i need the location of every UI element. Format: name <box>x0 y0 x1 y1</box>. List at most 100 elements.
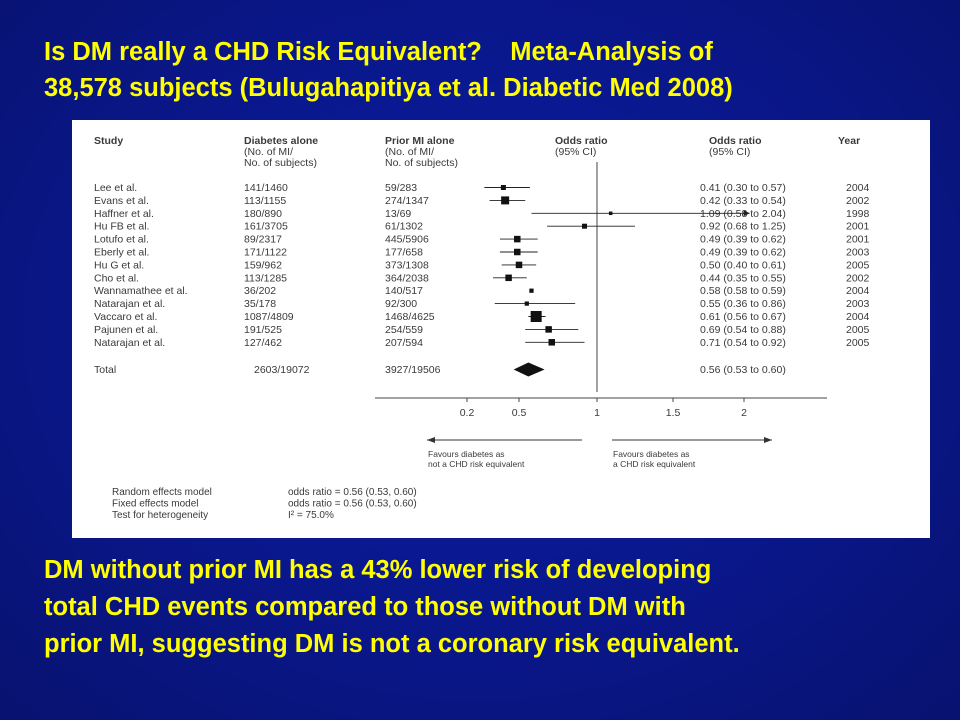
study-odds-ratio-ci: 0.50 (0.40 to 0.61) <box>700 259 786 271</box>
favours-right-label: a CHD risk equivalent <box>613 459 696 469</box>
x-axis-tick-label: 2 <box>741 407 747 419</box>
study-name: Vaccaro et al. <box>94 311 157 323</box>
model-label: Fixed effects model <box>112 499 199 510</box>
study-name: Haffner et al. <box>94 208 154 220</box>
total-label: Total <box>94 364 116 376</box>
model-value: I² = 75.0% <box>288 510 334 521</box>
favours-left-arrowhead <box>427 437 435 443</box>
study-prior-mi-count: 140/517 <box>385 285 423 297</box>
study-diabetes-count: 113/1155 <box>244 195 286 207</box>
study-name: Pajunen et al. <box>94 324 158 336</box>
study-point-estimate <box>501 196 510 205</box>
study-prior-mi-count: 1468/4625 <box>385 311 435 323</box>
study-name: Hu G et al. <box>94 259 144 271</box>
favours-left-label: Favours diabetes as <box>428 449 505 459</box>
header-odds-ratio-plot: (95% CI) <box>555 146 596 158</box>
slide-caption-line-1: DM without prior MI has a 43% lower risk… <box>44 556 712 584</box>
study-diabetes-count: 113/1285 <box>244 272 287 284</box>
study-odds-ratio-ci: 0.49 (0.39 to 0.62) <box>700 247 786 259</box>
x-axis-tick-label: 1 <box>594 407 600 419</box>
study-point-estimate <box>515 261 523 269</box>
header-diabetes-alone: (No. of MI/ <box>244 146 293 158</box>
study-year: 2001 <box>846 221 870 233</box>
study-odds-ratio-ci: 0.42 (0.33 to 0.54) <box>700 195 786 207</box>
header-odds-ratio-plot: Odds ratio <box>555 135 608 147</box>
study-point-estimate <box>524 301 529 306</box>
x-axis-tick-label: 0.2 <box>460 407 475 419</box>
header-diabetes-alone: Diabetes alone <box>244 135 318 147</box>
model-value: odds ratio = 0.56 (0.53, 0.60) <box>288 487 417 498</box>
forest-plot: Study Diabetes alone(No. of MI/No. of sub… <box>94 135 870 521</box>
study-odds-ratio-ci: 0.58 (0.58 to 0.59) <box>700 285 786 297</box>
study-name: Eberly et al. <box>94 247 149 259</box>
study-diabetes-count: 35/178 <box>244 298 276 310</box>
study-diabetes-count: 36/202 <box>244 285 276 297</box>
slide-title: Is DM really a CHD Risk Equivalent? Meta… <box>44 34 934 106</box>
model-label: Random effects model <box>112 487 212 498</box>
study-odds-ratio-ci: 0.69 (0.54 to 0.88) <box>700 324 786 336</box>
study-diabetes-count: 89/2317 <box>244 234 282 246</box>
slide-title-line-2: 38,578 subjects (Bulugahapitiya et al. D… <box>44 74 733 102</box>
study-name: Lee et al. <box>94 182 137 194</box>
study-odds-ratio-ci: 0.71 (0.54 to 0.92) <box>700 337 786 349</box>
study-prior-mi-count: 445/5906 <box>385 234 429 246</box>
study-year: 2004 <box>846 285 870 297</box>
study-prior-mi-count: 61/1302 <box>385 221 423 233</box>
study-odds-ratio-ci: 0.55 (0.36 to 0.86) <box>700 298 786 310</box>
total-diamond <box>513 362 545 377</box>
study-prior-mi-count: 364/2038 <box>385 272 429 284</box>
study-year: 2003 <box>846 298 870 310</box>
study-odds-ratio-ci: 0.92 (0.68 to 1.25) <box>700 221 786 233</box>
study-year: 2005 <box>846 259 870 271</box>
study-year: 2002 <box>846 272 870 284</box>
study-point-estimate <box>530 311 542 322</box>
study-diabetes-count: 171/1122 <box>244 247 287 259</box>
study-name: Cho et al. <box>94 272 139 284</box>
total-diabetes-count: 2603/19072 <box>254 364 310 376</box>
slide-title-line-1: Is DM really a CHD Risk Equivalent? Meta… <box>44 38 713 66</box>
x-axis-tick-label: 1.5 <box>666 407 681 419</box>
study-point-estimate <box>582 223 588 229</box>
study-year: 2001 <box>846 234 870 246</box>
header-prior-mi-alone: No. of subjects) <box>385 157 458 169</box>
total-odds-ratio-ci: 0.56 (0.53 to 0.60) <box>700 364 786 376</box>
header-odds-ratio-text: (95% CI) <box>709 146 750 158</box>
favours-left-label: not a CHD risk equivalent <box>428 459 525 469</box>
study-prior-mi-count: 207/594 <box>385 337 423 349</box>
study-prior-mi-count: 274/1347 <box>385 195 429 207</box>
study-name: Natarajan et al. <box>94 298 165 310</box>
study-name: Evans et al. <box>94 195 149 207</box>
study-odds-ratio-ci: 1.09 (0.58 to 2.04) <box>700 208 786 220</box>
study-year: 2005 <box>846 324 870 336</box>
study-point-estimate <box>545 326 552 333</box>
favours-right-arrowhead <box>764 437 772 443</box>
slide-caption-line-3: prior MI, suggesting DM is not a coronar… <box>44 630 740 658</box>
header-odds-ratio-text: Odds ratio <box>709 135 762 147</box>
header-prior-mi-alone: Prior MI alone <box>385 135 455 147</box>
study-prior-mi-count: 92/300 <box>385 298 417 310</box>
study-year: 1998 <box>846 208 870 220</box>
study-name: Natarajan et al. <box>94 337 165 349</box>
study-year: 2004 <box>846 311 870 323</box>
study-diabetes-count: 191/525 <box>244 324 282 336</box>
study-prior-mi-count: 177/658 <box>385 247 423 259</box>
total-prior-mi-count: 3927/19506 <box>385 364 441 376</box>
study-diabetes-count: 161/3705 <box>244 221 288 233</box>
model-label: Test for heterogeneity <box>112 510 208 521</box>
header-year: Year <box>838 135 860 147</box>
study-ci-arrow <box>743 210 750 217</box>
study-prior-mi-count: 254/559 <box>385 324 423 336</box>
study-odds-ratio-ci: 0.49 (0.39 to 0.62) <box>700 234 786 246</box>
study-odds-ratio-ci: 0.61 (0.56 to 0.67) <box>700 311 786 323</box>
study-prior-mi-count: 373/1308 <box>385 259 429 271</box>
study-name: Hu FB et al. <box>94 221 149 233</box>
study-name: Lotufo et al. <box>94 234 149 246</box>
study-year: 2005 <box>846 337 870 349</box>
study-diabetes-count: 141/1460 <box>244 182 288 194</box>
x-axis-tick-label: 0.5 <box>512 407 527 419</box>
slide-caption-line-2: total CHD events compared to those witho… <box>44 593 686 621</box>
study-prior-mi-count: 13/69 <box>385 208 411 220</box>
model-value: odds ratio = 0.56 (0.53, 0.60) <box>288 499 417 510</box>
study-odds-ratio-ci: 0.41 (0.30 to 0.57) <box>700 182 786 194</box>
study-point-estimate <box>548 339 556 346</box>
